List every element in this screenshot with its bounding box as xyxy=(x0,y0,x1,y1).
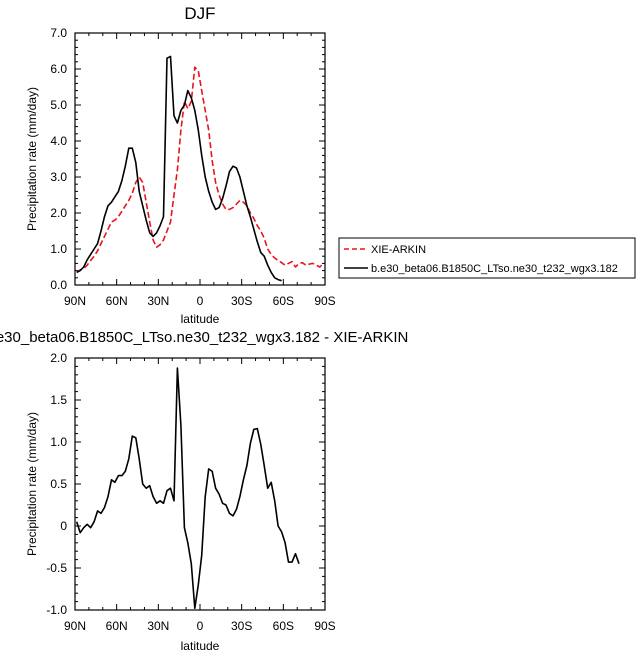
top-panel-ytick-label: 4.0 xyxy=(50,134,67,148)
legend-label-model: b.e30_beta06.B1850C_LTso.ne30_t232_wgx3.… xyxy=(371,263,618,275)
top-panel-ytick-label: 2.0 xyxy=(50,206,67,220)
top-panel: DJF 90N 60N 30N 0 30S 60S 90S 0.0 1.0 2.0 3.0 4.0 5.… xyxy=(25,4,336,326)
bottom-panel-xtick-label: 60N xyxy=(106,619,128,633)
bottom-panel-title: .e30_beta06.B1850C_LTso.ne30_t232_wgx3.1… xyxy=(0,329,408,346)
top-panel-xtick-label: 90N xyxy=(64,294,86,308)
legend-label-xie-arkin: XIE-ARKIN xyxy=(371,244,426,256)
bottom-panel-ytick-label: 0.5 xyxy=(50,477,67,491)
bottom-panel-ylabel: Precipitation rate (mm/day) xyxy=(25,412,39,556)
top-panel-lines xyxy=(76,55,324,282)
top-panel-title: DJF xyxy=(184,4,215,23)
top-panel-xtick-label: 30N xyxy=(147,294,169,308)
top-panel-xtick-label: 0 xyxy=(197,294,204,308)
top-panel-ytick-label: 3.0 xyxy=(50,170,67,184)
bottom-panel: .e30_beta06.B1850C_LTso.ne30_t232_wgx3.1… xyxy=(0,329,408,653)
bottom-panel-ytick-label: -1.0 xyxy=(46,603,67,617)
bottom-panel-xtick-label: 90N xyxy=(64,619,86,633)
top-panel-xtick-label: 30S xyxy=(231,294,252,308)
bottom-panel-ticks: 90N 60N 30N 0 30S 60S 90S -1.0 -0.5 0 0.5 1.0 1.5 2.0 xyxy=(46,351,335,633)
top-panel-ytick-label: 1.0 xyxy=(50,242,67,256)
top-panel-ytick-label: 7.0 xyxy=(50,26,67,40)
bottom-panel-xtick-label: 60S xyxy=(273,619,294,633)
top-panel-ticks: 90N 60N 30N 0 30S 60S 90S 0.0 1.0 2.0 3.0 4.0 5.0 6.0… xyxy=(50,26,335,308)
bottom-panel-ytick-label: 1.0 xyxy=(50,435,67,449)
legend-box xyxy=(338,237,636,279)
legend: XIE-ARKIN b.e30_beta06.B1850C_LTso.ne30_… xyxy=(338,237,636,279)
bottom-panel-ytick-label: 0 xyxy=(60,519,67,533)
top-panel-xtick-label: 90S xyxy=(314,294,335,308)
bottom-panel-ytick-label: -0.5 xyxy=(46,561,67,575)
top-panel-xtick-label: 60N xyxy=(106,294,128,308)
top-panel-ytick-label: 5.0 xyxy=(50,98,67,112)
bottom-panel-ytick-label: 1.5 xyxy=(50,393,67,407)
top-panel-xlabel: latitude xyxy=(181,312,220,326)
bottom-panel-xtick-label: 0 xyxy=(197,619,204,633)
bottom-panel-xtick-label: 90S xyxy=(314,619,335,633)
bottom-panel-xtick-label: 30N xyxy=(147,619,169,633)
bottom-panel-series-line-0 xyxy=(75,367,300,610)
top-panel-ytick-label: 6.0 xyxy=(50,62,67,76)
bottom-panel-ytick-label: 2.0 xyxy=(50,351,67,365)
top-panel-xtick-label: 60S xyxy=(273,294,294,308)
top-panel-ylabel: Precipitation rate (mm/day) xyxy=(25,87,39,231)
top-panel-frame xyxy=(74,32,326,286)
bottom-panel-xtick-label: 30S xyxy=(231,619,252,633)
bottom-panel-lines xyxy=(75,367,300,610)
top-panel-ytick-label: 0.0 xyxy=(50,278,67,292)
bottom-panel-frame xyxy=(74,357,326,611)
top-panel-series-line-0 xyxy=(76,66,324,274)
bottom-panel-xlabel: latitude xyxy=(181,639,220,653)
top-panel-series-line-1 xyxy=(76,55,282,282)
